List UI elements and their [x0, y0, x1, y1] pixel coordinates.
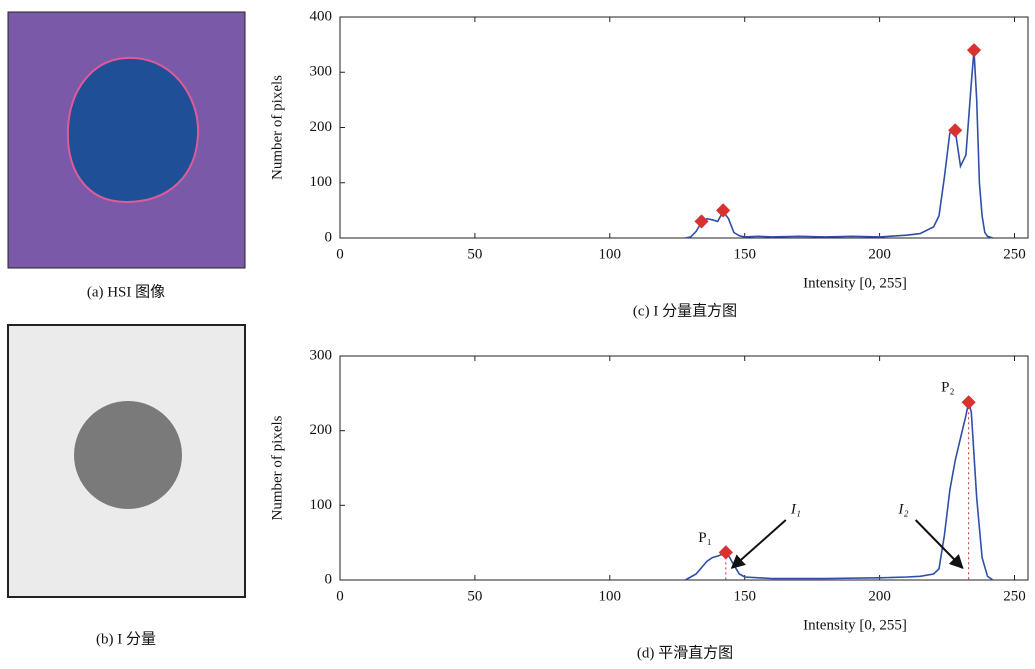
- hsi-image: [8, 12, 245, 268]
- y-tick-label: 100: [310, 497, 333, 513]
- y-axis-title: Number of pixels: [269, 415, 285, 520]
- y-tick-label: 400: [310, 8, 333, 24]
- x-tick-label: 100: [599, 588, 622, 604]
- peak-label: P₂: [941, 380, 955, 396]
- panel-caption: (a) HSI 图像: [87, 283, 165, 300]
- plot-frame: [340, 17, 1028, 238]
- y-tick-label: 200: [310, 422, 333, 438]
- peak-marker: [716, 203, 730, 217]
- y-tick-label: 300: [310, 64, 333, 80]
- intensity-image: [8, 325, 245, 597]
- x-tick-label: 100: [599, 246, 622, 262]
- y-tick-label: 0: [325, 571, 333, 587]
- data-line: [685, 50, 993, 238]
- y-tick-label: 0: [325, 229, 333, 245]
- annotation-arrow: [916, 520, 963, 568]
- chart-caption: (c) I 分量直方图: [633, 302, 737, 319]
- peak-marker: [962, 395, 976, 409]
- x-axis-title: Intensity [0, 255]: [803, 617, 907, 633]
- x-tick-label: 0: [336, 246, 344, 262]
- y-tick-label: 200: [310, 119, 333, 135]
- peak-marker: [694, 214, 708, 228]
- x-tick-label: 0: [336, 588, 344, 604]
- peak-marker: [967, 43, 981, 57]
- annotation-label: I₂: [897, 501, 908, 517]
- x-tick-label: 250: [1003, 588, 1026, 604]
- x-tick-label: 150: [733, 588, 756, 604]
- x-tick-label: 200: [868, 246, 891, 262]
- annotation-label: I₁: [790, 501, 801, 517]
- peak-label: P₁: [698, 530, 712, 546]
- x-tick-label: 250: [1003, 246, 1026, 262]
- panel-caption: (b) I 分量: [96, 630, 156, 647]
- x-tick-label: 50: [467, 588, 482, 604]
- x-tick-label: 150: [733, 246, 756, 262]
- figure: (a) HSI 图像 (b) I 分量 0 50 100 150 200 250 0 100 2…: [0, 0, 1035, 669]
- plot-frame: [340, 356, 1028, 580]
- x-tick-label: 50: [467, 246, 482, 262]
- annotation-arrow: [732, 520, 786, 568]
- chart-caption: (d) 平滑直方图: [637, 644, 733, 661]
- x-axis-title: Intensity [0, 255]: [803, 275, 907, 291]
- peak-marker: [719, 545, 733, 559]
- y-tick-label: 100: [310, 174, 333, 190]
- y-tick-label: 300: [310, 347, 333, 363]
- y-axis-title: Number of pixels: [269, 75, 285, 180]
- x-tick-label: 200: [868, 588, 891, 604]
